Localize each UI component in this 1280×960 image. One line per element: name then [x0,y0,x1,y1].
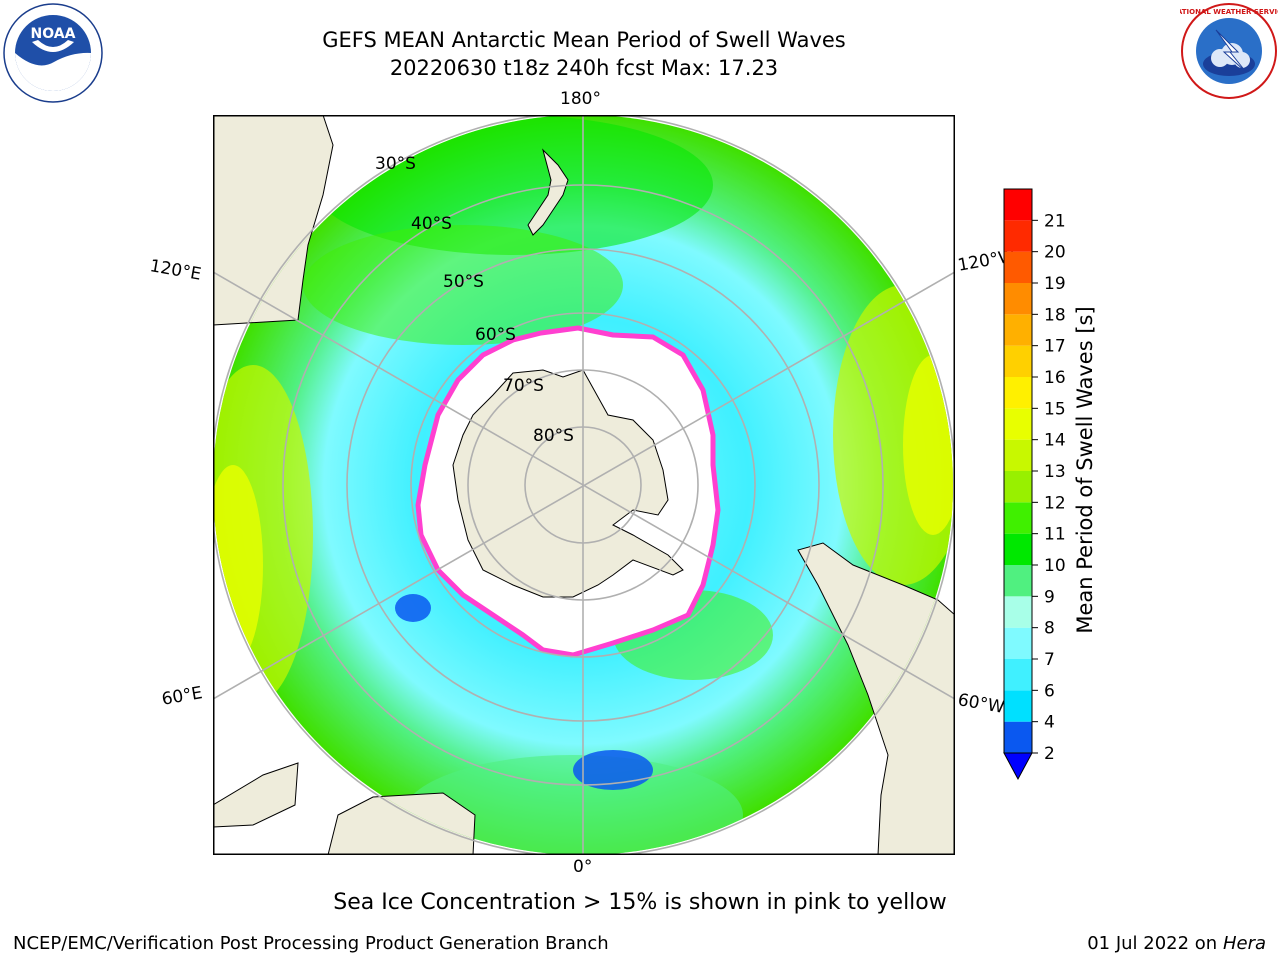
colorbar-tick-label: 4 [1044,713,1055,733]
lon-label-60e: 60°E [160,683,204,710]
footer-date-text: 01 Jul 2022 on [1087,933,1223,954]
colorbar: 2 4 6 7 8 9 10 11 12 13 14 15 16 17 18 19 20 21 [1003,188,1066,781]
footer-credit: NCEP/EMC/Verification Post Processing Pr… [13,933,609,954]
footer-date: 01 Jul 2022 on Hera [1087,933,1266,954]
colorbar-swatch [1004,659,1032,691]
colorbar-tick-label: 10 [1044,556,1066,576]
colorbar-extend-arrow [1003,752,1033,781]
lat-label-80s: 80°S [533,426,574,446]
colorbar-swatch [1004,690,1032,722]
colorbar-swatch [1004,439,1032,471]
lon-label-180: 180° [560,89,601,109]
map-panel: 30°S 40°S 50°S 60°S 70°S 80°S [213,115,955,855]
new-zealand-land [527,148,569,236]
colorbar-swatch [1004,408,1032,440]
colorbar-tick-label: 2 [1044,744,1055,764]
colorbar-swatch [1004,565,1032,597]
colorbar-swatch [1004,533,1032,565]
nws-logo: NATIONAL WEATHER SERVICE [1180,3,1278,99]
colorbar-swatch [1004,596,1032,628]
colorbar-tick-label: 14 [1044,431,1066,451]
colorbar-swatch [1004,502,1032,534]
colorbar-tick-label: 20 [1044,243,1066,263]
colorbar-swatch [1004,627,1032,659]
colorbar-swatch [1004,251,1032,283]
colorbar-swatch [1004,377,1032,409]
polar-map: 30°S 40°S 50°S 60°S 70°S 80°S [213,115,955,855]
colorbar-tick-label: 12 [1044,493,1066,513]
sea-ice-note: Sea Ice Concentration > 15% is shown in … [333,890,947,915]
lat-label-50s: 50°S [443,272,484,292]
madagascar-land [213,762,299,828]
colorbar-tick-label: 7 [1044,650,1055,670]
lat-label-70s: 70°S [503,376,544,396]
nws-logo-text: NATIONAL WEATHER SERVICE [1180,8,1278,16]
lat-label-40s: 40°S [411,214,452,234]
colorbar-tick-label: 18 [1044,305,1066,325]
lon-label-120e: 120°E [148,256,203,285]
footer-machine: Hera [1222,933,1266,954]
colorbar-tick-label: 16 [1044,368,1066,388]
colorbar-swatch [1004,314,1032,346]
colorbar-tick-label: 19 [1044,274,1066,294]
colorbar-tick-label: 17 [1044,337,1066,357]
title-line-2: 20220630 t18z 240h fcst Max: 17.23 [389,56,779,80]
colorbar-tick-label: 9 [1044,587,1055,607]
colorbar-tick-label: 15 [1044,399,1066,419]
colorbar-swatch [1004,721,1032,753]
colorbar-tick-label: 8 [1044,619,1055,639]
noaa-logo-text: NOAA [31,26,76,42]
antarctica-land [452,369,684,598]
colorbar-swatch [1004,283,1032,315]
colorbar-swatch [1004,471,1032,503]
lat-label-60s: 60°S [475,325,516,345]
lat-label-30s: 30°S [375,154,416,174]
colorbar-swatch [1004,220,1032,252]
colorbar-swatch [1004,345,1032,377]
graticule [213,115,955,855]
colorbar-tick-label: 21 [1044,211,1066,231]
title-line-1: GEFS MEAN Antarctic Mean Period of Swell… [322,28,846,52]
colorbar-tick-label: 6 [1044,681,1055,701]
colorbar-swatch [1004,189,1032,221]
map-border [213,115,955,855]
lon-label-0: 0° [573,857,593,877]
colorbar-tick-label: 11 [1044,525,1066,545]
colorbar-tick-label: 13 [1044,462,1066,482]
noaa-logo: NOAA [3,3,103,103]
colorbar-label: Mean Period of Swell Waves [s] [1073,306,1097,634]
